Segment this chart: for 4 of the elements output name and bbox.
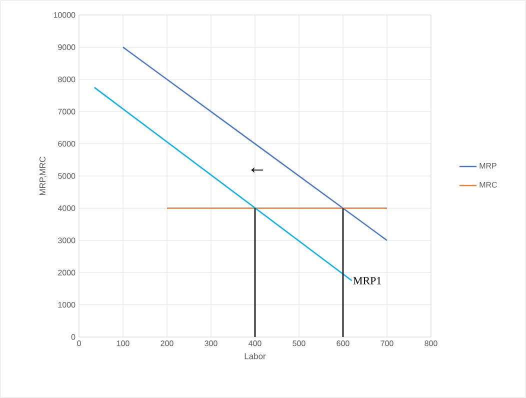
annotation: MRP1 [353, 277, 381, 284]
y-axis-title: MRP,MRC [39, 156, 46, 195]
x-axis-title: Labor [244, 353, 266, 360]
annotation: ← [251, 168, 264, 172]
